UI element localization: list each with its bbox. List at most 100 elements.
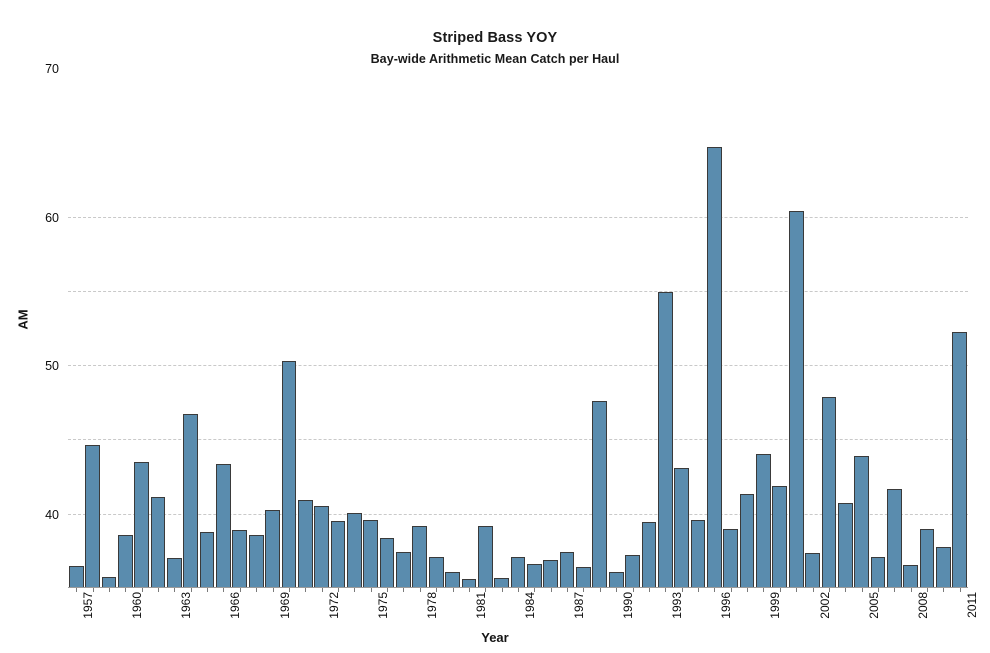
x-axis-tick-label: 1969	[277, 592, 292, 619]
x-axis-tick-label: 1957	[81, 592, 96, 619]
x-axis-tick-mark	[272, 588, 274, 592]
bar	[887, 489, 902, 588]
x-axis-tick-mark	[158, 588, 159, 592]
bar	[723, 528, 739, 588]
bar	[134, 461, 149, 588]
bar	[281, 361, 297, 588]
bar	[477, 525, 493, 588]
bar	[690, 519, 706, 588]
x-axis-tick-label: 1975	[375, 592, 390, 619]
bar	[821, 397, 837, 588]
x-axis-tick-mark	[501, 588, 503, 592]
gridline: 70	[45, 62, 968, 76]
x-axis-tick-label: 2005	[866, 592, 881, 619]
x-axis-tick-mark	[239, 588, 241, 592]
bar	[674, 468, 689, 588]
y-axis-tick-label: 40	[45, 507, 59, 522]
x-axis-tick-mark	[518, 588, 519, 592]
bar	[870, 556, 886, 588]
x-axis-tick-mark	[419, 588, 421, 592]
x-axis-tick-label: 1972	[326, 592, 341, 619]
bar	[837, 503, 853, 588]
x-axis-tick-label: 1990	[621, 592, 636, 619]
x-axis-tick-label: 1960	[130, 592, 145, 619]
x-axis-tick-mark	[583, 588, 585, 592]
x-axis-tick-mark	[207, 588, 209, 592]
bar	[150, 497, 166, 588]
bar	[854, 455, 869, 588]
x-axis-tick-mark	[125, 588, 127, 592]
title-block: Striped Bass YOY Bay-wide Arithmetic Mea…	[0, 30, 990, 67]
bar	[167, 558, 182, 588]
y-axis-tick-label: 50	[45, 359, 59, 374]
x-axis-tick-mark	[927, 588, 929, 592]
x-axis-tick-mark	[763, 588, 765, 592]
bar	[527, 564, 542, 588]
bar	[363, 519, 379, 588]
bar	[559, 552, 575, 588]
bar	[68, 566, 84, 588]
x-axis-tick-mark	[387, 588, 389, 592]
x-axis-tick-mark	[354, 588, 356, 592]
x-axis-tick-mark	[828, 588, 830, 592]
bar	[641, 521, 657, 588]
x-axis-tick-mark	[92, 588, 94, 592]
bar	[330, 521, 346, 588]
x-axis-tick-mark	[141, 588, 143, 592]
x-axis-tick-mark	[370, 588, 372, 592]
x-axis-tick-mark	[403, 588, 405, 592]
x-axis-tick-label: 1963	[179, 592, 194, 619]
bar	[952, 331, 968, 588]
bar	[232, 530, 248, 588]
bar	[543, 559, 559, 588]
x-axis-tick-mark	[959, 588, 961, 592]
x-axis-tick-mark	[76, 588, 78, 592]
x-axis-tick-label: 1981	[473, 592, 488, 619]
x-axis-tick-mark	[878, 588, 879, 592]
bar	[199, 531, 215, 588]
gridline: 40	[45, 290, 968, 522]
x-axis-tick-mark	[338, 588, 339, 592]
x-axis-tick-mark	[910, 588, 912, 592]
x-axis-tick-label: 1984	[523, 592, 537, 619]
x-axis-tick-label: 1987	[572, 592, 587, 619]
bar	[903, 564, 919, 588]
x-axis-tick-label: 1966	[228, 592, 243, 619]
x-axis-tick-mark	[468, 588, 470, 592]
x-axis-tick-mark	[256, 588, 258, 592]
bar	[756, 453, 771, 588]
bar	[396, 552, 411, 588]
page-title: Striped Bass YOY	[432, 30, 558, 46]
x-axis-tick-mark	[812, 588, 814, 592]
y-axis-tick-label: 60	[45, 210, 59, 225]
x-axis-tick-mark	[550, 588, 552, 592]
x-axis-tick-mark	[943, 588, 945, 592]
bar	[412, 525, 428, 588]
x-axis-tick-mark	[108, 588, 110, 592]
x-axis-tick-mark	[321, 588, 323, 592]
x-axis-tick-mark	[567, 588, 569, 592]
x-axis-tick-labels: 1957 1960 1963 1966 1969 1972 1975 1978 1981 1984…	[68, 588, 979, 652]
bar	[707, 146, 722, 588]
bar	[117, 535, 133, 588]
bar	[739, 494, 755, 588]
gridline: 10	[68, 513, 968, 515]
x-axis-tick-mark	[698, 588, 699, 592]
bar	[608, 571, 624, 588]
x-axis-tick-mark	[223, 588, 225, 592]
x-axis-tick-label: 1993	[670, 592, 685, 619]
bar	[445, 571, 460, 588]
x-axis-tick-mark	[747, 588, 749, 592]
x-axis-tick-label: 2011	[964, 592, 979, 618]
x-axis-tick-mark	[599, 588, 601, 592]
x-axis-tick-mark	[894, 588, 896, 592]
bar	[314, 505, 329, 588]
bar	[592, 400, 608, 588]
x-axis-tick-label: 2008	[915, 592, 930, 619]
x-axis-tick-mark	[665, 588, 667, 592]
bar	[576, 567, 591, 588]
x-axis-tick-mark	[648, 588, 650, 592]
x-axis-tick-mark	[779, 588, 781, 592]
bar	[772, 486, 788, 588]
